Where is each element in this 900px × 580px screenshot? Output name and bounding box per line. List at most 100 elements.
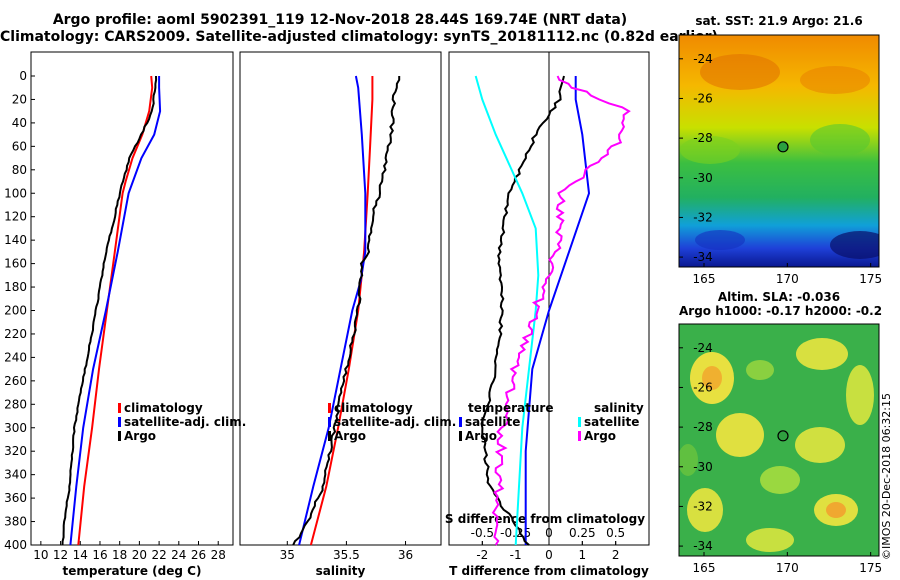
x2-tick-label: 0 bbox=[545, 526, 553, 540]
y-tick-label: 320 bbox=[4, 444, 27, 458]
y-tick-label: 120 bbox=[4, 210, 27, 224]
x-axis-label: temperature (deg C) bbox=[63, 564, 202, 578]
x-tick-label: 16 bbox=[92, 548, 107, 562]
map-y-tick-label: -26 bbox=[693, 380, 713, 394]
map-x-tick-label: 175 bbox=[859, 272, 882, 286]
legend-swatch bbox=[328, 403, 331, 413]
legend-entry: satellite-adj. clim. bbox=[124, 415, 246, 429]
map-y-tick-label: -24 bbox=[693, 341, 713, 355]
y-tick-label: 380 bbox=[4, 515, 27, 529]
x-tick-label: 36 bbox=[398, 548, 413, 562]
series-satellite-adj-clim- bbox=[69, 76, 162, 546]
climatology-title: Climatology: CARS2009. Satellite-adjuste… bbox=[0, 29, 718, 45]
x-tick-label: 35 bbox=[280, 548, 295, 562]
legend-entry: Argo bbox=[465, 429, 497, 443]
x-tick-label: 26 bbox=[191, 548, 206, 562]
x-tick-label: 0 bbox=[545, 548, 553, 562]
map-y-tick-label: -34 bbox=[693, 250, 713, 264]
map-x-tick-label: 170 bbox=[776, 561, 799, 575]
salinity-panel: 35 35.5 36 salinity climatologysatellite-adj… bbox=[239, 51, 456, 578]
x-tick-label: 2 bbox=[612, 548, 620, 562]
argo-location-marker-sst bbox=[777, 141, 789, 153]
x-tick-label: 24 bbox=[171, 548, 186, 562]
x-tick-label: -1 bbox=[510, 548, 522, 562]
x2-tick-label: 0.5 bbox=[606, 526, 625, 540]
map-x-tick-label: 165 bbox=[693, 561, 716, 575]
map-y-tick-label: -26 bbox=[693, 91, 713, 105]
sla-map-texture bbox=[679, 338, 874, 552]
panel-frame bbox=[239, 51, 442, 546]
legend-swatch bbox=[459, 431, 462, 441]
x-tick-label: 1 bbox=[579, 548, 587, 562]
series-satellite-adj-clim- bbox=[298, 75, 367, 546]
y-tick-label: 180 bbox=[4, 280, 27, 294]
legend-swatch bbox=[328, 417, 331, 427]
map-x-tick-label: 165 bbox=[693, 272, 716, 286]
map-y-tick-label: -24 bbox=[693, 52, 713, 66]
x2-axis-label: S difference from climatology bbox=[445, 512, 645, 526]
y-tick-label: 260 bbox=[4, 374, 27, 388]
y-tick-label: 40 bbox=[12, 116, 27, 130]
legend-entry: satellite-adj. clim. bbox=[334, 415, 456, 429]
sst-map-texture bbox=[680, 54, 879, 259]
y-tick-label: 280 bbox=[4, 397, 27, 411]
series-argo bbox=[292, 76, 401, 546]
series-s-satellite bbox=[474, 75, 540, 546]
legend-title-salinity: salinity bbox=[594, 401, 644, 415]
sst-map: 165 170 175 -24 -26 -28 -30 -32 -34 bbox=[678, 34, 882, 286]
map-y-tick-label: -28 bbox=[693, 420, 713, 434]
map-x-tick-label: 175 bbox=[859, 561, 882, 575]
y-tick-label: 240 bbox=[4, 350, 27, 364]
series-argo bbox=[61, 75, 158, 546]
map-y-tick-label: -32 bbox=[693, 499, 713, 513]
x2-tick-label: 0.25 bbox=[569, 526, 596, 540]
legend-entry: climatology bbox=[334, 401, 413, 415]
y-tick-label: 340 bbox=[4, 468, 27, 482]
sla-map-title-line1: Altim. SLA: -0.036 bbox=[717, 290, 841, 304]
y-tick-label: 220 bbox=[4, 327, 27, 341]
legend-swatch bbox=[578, 431, 581, 441]
series-climatology bbox=[77, 75, 154, 546]
map-y-tick-label: -32 bbox=[693, 210, 713, 224]
legend-title-temperature: temperature bbox=[468, 401, 553, 415]
y-tick-label: 60 bbox=[12, 139, 27, 153]
legend-swatch bbox=[118, 403, 121, 413]
x-tick-label: 20 bbox=[132, 548, 147, 562]
map-x-tick-label: 170 bbox=[776, 272, 799, 286]
series-t-argo bbox=[480, 75, 565, 546]
legend-entry: Argo bbox=[584, 429, 616, 443]
legend-swatch bbox=[578, 417, 581, 427]
x-axis-label: salinity bbox=[316, 564, 366, 578]
legend-entry: satellite bbox=[584, 415, 639, 429]
x-tick-label: -2 bbox=[476, 548, 488, 562]
panel-frame bbox=[30, 51, 234, 546]
x-tick-label: 28 bbox=[211, 548, 226, 562]
y-tick-label: 360 bbox=[4, 491, 27, 505]
difference-panel: -2 -1 0 1 2 T difference from climatology -0.5… bbox=[445, 51, 650, 578]
legend-swatch bbox=[459, 417, 462, 427]
x-tick-label: 12 bbox=[53, 548, 68, 562]
y-tick-label: 80 bbox=[12, 163, 27, 177]
temperature-panel: 10 12 14 16 18 20 22 24 26 28 temperature (deg C) 0… bbox=[4, 51, 246, 578]
legend-swatch bbox=[328, 431, 331, 441]
y-tick-label: 100 bbox=[4, 186, 27, 200]
legend-entry: satellite bbox=[465, 415, 520, 429]
sla-map-title-line2: Argo h1000: -0.17 h2000: -0.2 bbox=[679, 304, 883, 318]
legend-entry: Argo bbox=[124, 429, 156, 443]
legend-swatch bbox=[118, 417, 121, 427]
sla-map-axes: 165 170 175 -24 -26 -28 -30 -32 -34 bbox=[679, 341, 882, 575]
x2-tick-label: -0.5 bbox=[471, 526, 494, 540]
sst-map-title: sat. SST: 21.9 Argo: 21.6 bbox=[695, 14, 863, 28]
y-tick-label: 160 bbox=[4, 257, 27, 271]
imos-credit: ©IMOS 20-Dec-2018 06:32:15 bbox=[880, 393, 893, 560]
legend-swatch bbox=[118, 431, 121, 441]
y-tick-label: 400 bbox=[4, 538, 27, 552]
y-tick-label: 200 bbox=[4, 304, 27, 318]
x-tick-label: 10 bbox=[33, 548, 48, 562]
x-tick-label: 35.5 bbox=[333, 548, 360, 562]
sst-map-axes: 165 170 175 -24 -26 -28 -30 -32 -34 bbox=[679, 52, 882, 286]
x-tick-label: 14 bbox=[73, 548, 88, 562]
series-s-argo bbox=[491, 75, 631, 546]
map-y-tick-label: -30 bbox=[693, 460, 713, 474]
